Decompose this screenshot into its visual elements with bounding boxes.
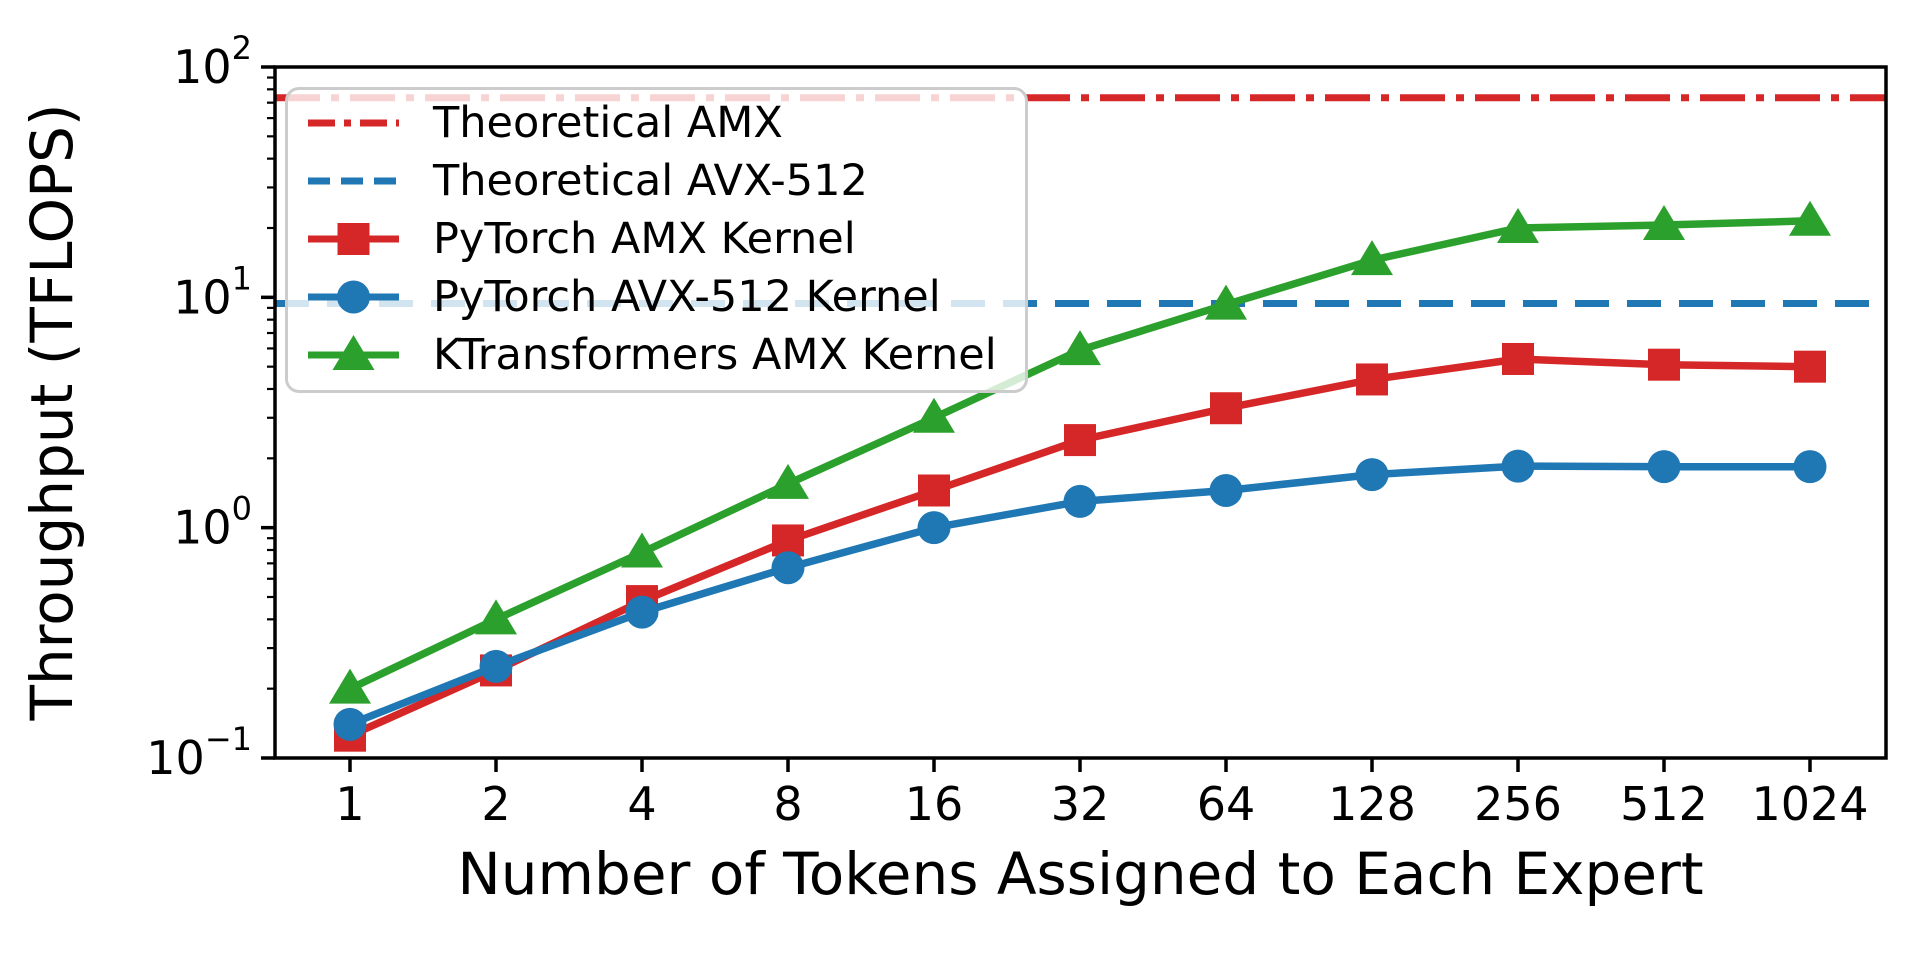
x-tick-label: 64	[1197, 777, 1256, 831]
x-tick-label: 4	[627, 777, 656, 831]
legend-item-pytorch-avx-512-kernel: PyTorch AVX-512 Kernel	[306, 268, 997, 326]
series-pytorch-amx-kernel	[334, 342, 1826, 752]
x-tick-label: 128	[1328, 777, 1416, 831]
x-tick-label: 1024	[1751, 777, 1868, 831]
x-axis-label: Number of Tokens Assigned to Each Expert	[457, 840, 1704, 908]
series-pytorch-avx-512-kernel	[333, 449, 1827, 741]
legend-label: Theoretical AMX	[433, 97, 783, 148]
x-tick-label: 32	[1051, 777, 1110, 831]
y-axis-minor-ticks	[267, 76, 275, 690]
legend: Theoretical AMX Theoretical AVX-512 PyTorc…	[285, 87, 1028, 393]
x-tick-label: 2	[481, 777, 510, 831]
y-axis-label: Throughput (TFLOPS)	[18, 103, 86, 721]
legend-item-ktransformers-amx-kernel: KTransformers AMX Kernel	[306, 326, 997, 384]
y-tick-label: 10−1	[146, 720, 252, 785]
legend-label: PyTorch AVX-512 Kernel	[433, 271, 941, 322]
legend-label: Theoretical AVX-512	[433, 155, 868, 206]
legend-item-theoretical-amx: Theoretical AMX	[306, 94, 997, 152]
x-tick-label: 1	[335, 777, 364, 831]
legend-item-theoretical-avx-512: Theoretical AVX-512	[306, 152, 997, 210]
series-ktransformers-amx-kernel	[329, 200, 1831, 704]
x-axis-ticks: 1 2 4 8 16 32 64 128 256 512 1024	[335, 758, 1869, 831]
legend-triangle-icon	[308, 335, 399, 370]
x-tick-label: 512	[1620, 777, 1708, 831]
x-tick-label: 16	[905, 777, 964, 831]
x-tick-label: 256	[1474, 777, 1562, 831]
x-tick-label: 8	[773, 777, 802, 831]
legend-line-icon	[308, 119, 399, 127]
y-tick-label: 100	[173, 490, 252, 555]
legend-square-icon	[308, 223, 399, 255]
y-tick-label: 101	[173, 259, 252, 324]
legend-label: PyTorch AMX Kernel	[433, 213, 856, 264]
y-axis-ticks: 102 101 100 10−1	[146, 29, 275, 785]
legend-line-icon	[308, 177, 399, 185]
legend-label: KTransformers AMX Kernel	[433, 329, 997, 380]
y-tick-label: 102	[173, 29, 252, 94]
legend-item-pytorch-amx-kernel: PyTorch AMX Kernel	[306, 210, 997, 268]
legend-circle-icon	[308, 280, 399, 314]
